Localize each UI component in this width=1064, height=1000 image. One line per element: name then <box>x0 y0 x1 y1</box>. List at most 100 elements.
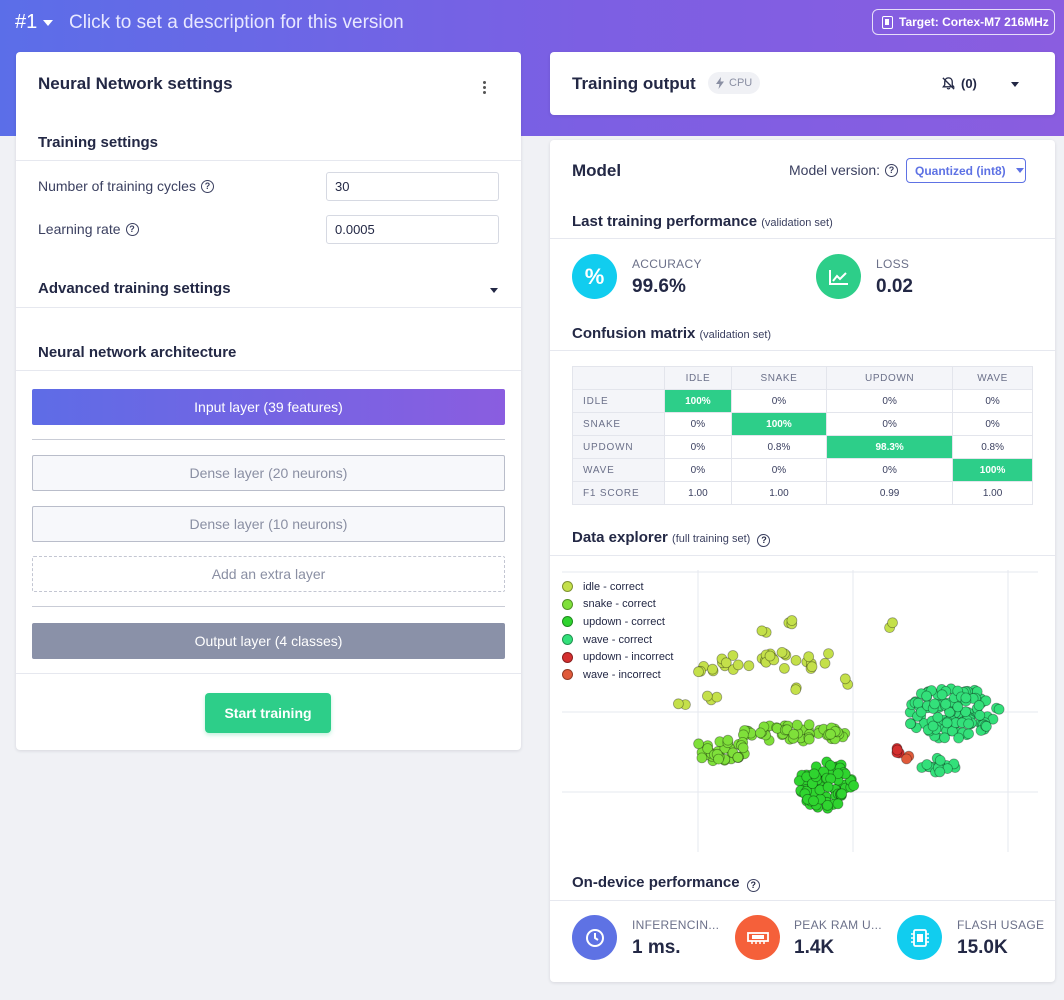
divider <box>16 673 521 674</box>
scatter-point <box>960 692 972 704</box>
scatter-point <box>934 754 946 766</box>
legend-item[interactable]: updown - incorrect <box>562 648 674 666</box>
last-performance-note: (validation set) <box>761 217 833 229</box>
table-row: SNAKE 0% 100% 0% 0% <box>572 412 1033 436</box>
table-cell: 0% <box>952 412 1033 436</box>
scatter-point <box>808 768 820 780</box>
cpu-badge-label: CPU <box>729 77 753 89</box>
scatter-point <box>921 690 933 702</box>
table-cell: 0% <box>664 458 732 482</box>
confusion-matrix-heading: Confusion matrix (validation set) <box>572 325 771 342</box>
divider <box>32 439 505 440</box>
model-card: Model Model version: ? Quantized (int8) … <box>550 140 1055 982</box>
dense-layer-10[interactable]: Dense layer (10 neurons) <box>32 506 505 542</box>
help-icon[interactable]: ? <box>200 179 214 193</box>
legend-item[interactable]: wave - incorrect <box>562 666 674 684</box>
memory-icon <box>735 915 780 960</box>
version-selector[interactable]: #1 <box>15 11 54 34</box>
scatter-point <box>701 690 713 702</box>
notifications-count: (0) <box>961 76 977 91</box>
scatter-point <box>832 768 844 780</box>
table-cell: 0% <box>730 458 828 482</box>
learning-rate-input[interactable]: 0.0005 <box>326 215 499 244</box>
help-icon[interactable]: ? <box>125 222 139 236</box>
table-row: F1 SCORE 1.00 1.00 0.99 1.00 <box>572 481 1033 505</box>
table-cell: 0.8% <box>952 435 1033 459</box>
legend-swatch <box>562 634 573 646</box>
confusion-matrix-title: Confusion matrix <box>572 325 696 342</box>
scatter-point <box>927 720 939 732</box>
scatter-point <box>974 709 986 721</box>
output-layer[interactable]: Output layer (4 classes) <box>32 623 505 659</box>
model-version-value: Quantized (int8) <box>915 163 1006 178</box>
scatter-point <box>963 718 975 730</box>
on-device-heading: On-device performance ? <box>572 874 760 892</box>
scatter-point <box>822 781 834 793</box>
scatter-point <box>939 732 951 744</box>
table-cell: 0% <box>730 389 828 413</box>
chevron-down-icon[interactable] <box>490 288 498 293</box>
chip-icon <box>882 15 893 29</box>
flash-usage-label: FLASH USAGE <box>957 918 1045 932</box>
data-explorer-plot[interactable] <box>562 570 1038 852</box>
scatter-point <box>696 752 708 764</box>
table-corner <box>572 366 665 390</box>
model-version-select[interactable]: Quantized (int8) <box>906 158 1026 183</box>
table-cell: 0% <box>952 389 1033 413</box>
row-header: IDLE <box>572 389 665 413</box>
table-header-row: IDLE SNAKE UPDOWN WAVE <box>572 366 1033 390</box>
scatter-point <box>891 744 903 756</box>
scatter-point <box>825 728 836 740</box>
add-layer-button[interactable]: Add an extra layer <box>32 556 505 592</box>
scatter-point <box>737 742 749 754</box>
chevron-down-icon[interactable] <box>1011 82 1019 87</box>
scatter-point <box>791 719 803 731</box>
inferencing-label: INFERENCIN... <box>632 918 720 932</box>
more-options-icon[interactable] <box>481 81 487 95</box>
scatter-point <box>702 743 714 754</box>
row-header: F1 SCORE <box>572 481 665 505</box>
input-layer[interactable]: Input layer (39 features) <box>32 389 505 425</box>
legend-item[interactable]: updown - correct <box>562 613 674 631</box>
data-explorer-heading: Data explorer (full training set) ? <box>572 529 771 547</box>
legend-item[interactable]: idle - correct <box>562 578 674 596</box>
legend-swatch <box>562 669 573 681</box>
help-icon[interactable]: ? <box>885 163 899 177</box>
scatter-point <box>776 647 788 658</box>
scatter-point <box>788 728 800 740</box>
divider <box>550 900 1055 901</box>
target-device-button[interactable]: Target: Cortex-M7 216MHz <box>872 9 1055 35</box>
confusion-matrix-note: (validation set) <box>699 329 772 341</box>
version-description[interactable]: Click to set a description for this vers… <box>69 12 404 33</box>
dense-layer-20[interactable]: Dense layer (20 neurons) <box>32 455 505 491</box>
legend-label: wave - incorrect <box>583 668 661 681</box>
model-title: Model <box>572 161 622 180</box>
notifications-toggle[interactable]: (0) <box>941 76 977 91</box>
scatter-point <box>808 795 819 807</box>
data-explorer-legend: idle - correct snake - correct updown - … <box>562 578 674 684</box>
row-header: WAVE <box>572 458 665 482</box>
loss-value: 0.02 <box>876 276 913 297</box>
legend-label: idle - correct <box>583 580 644 593</box>
divider <box>32 606 505 607</box>
legend-item[interactable]: snake - correct <box>562 596 674 614</box>
last-performance-title: Last training performance <box>572 213 758 230</box>
legend-swatch <box>562 616 573 628</box>
help-icon[interactable]: ? <box>757 534 771 547</box>
target-label: Target: Cortex-M7 216MHz <box>899 15 1049 29</box>
scatter-point <box>932 711 944 723</box>
help-icon[interactable]: ? <box>746 879 760 892</box>
scatter-point <box>940 698 952 710</box>
column-header: UPDOWN <box>826 366 954 390</box>
lightning-icon <box>716 77 724 89</box>
on-device-title: On-device performance <box>572 874 740 891</box>
legend-item[interactable]: wave - correct <box>562 631 674 649</box>
training-cycles-input[interactable]: 30 <box>326 172 499 201</box>
scatter-point <box>832 798 844 810</box>
table-cell: 1.00 <box>664 481 732 505</box>
accuracy-value: 99.6% <box>632 276 686 297</box>
scatter-point <box>960 706 972 718</box>
training-output-title: Training output <box>572 74 696 93</box>
start-training-button[interactable]: Start training <box>205 693 331 733</box>
advanced-settings-toggle[interactable]: Advanced training settings <box>38 280 231 297</box>
